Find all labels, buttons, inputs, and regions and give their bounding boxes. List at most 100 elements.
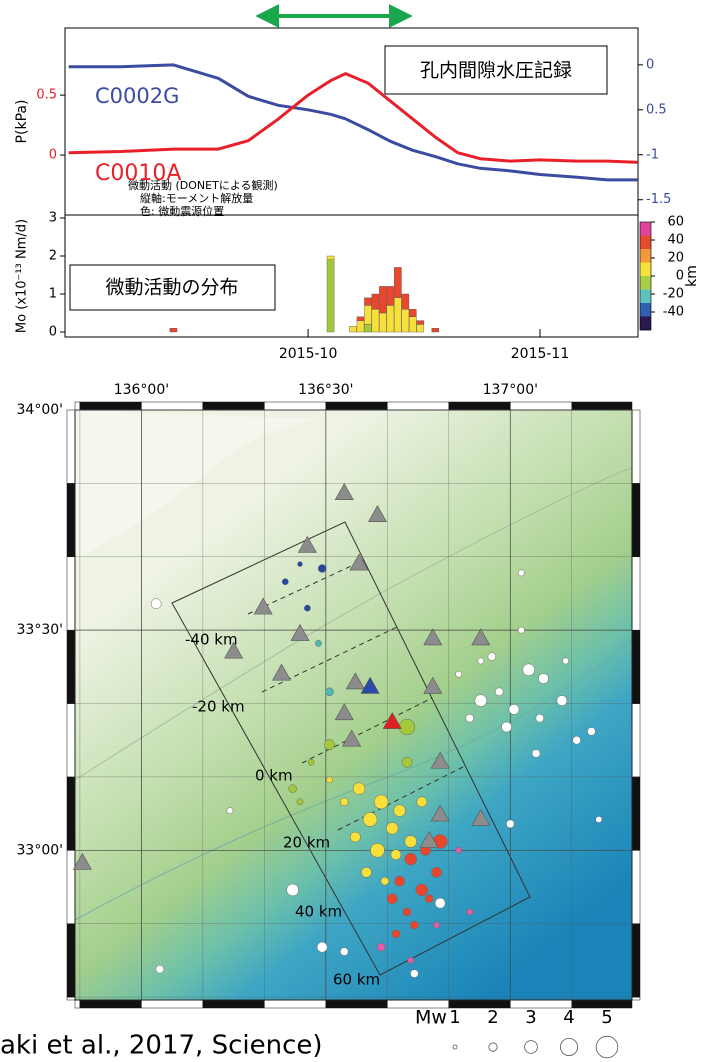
bar-segment: [170, 328, 177, 332]
frame-stripe: [75, 1000, 80, 1008]
event: [506, 820, 514, 828]
frame-stripe: [264, 1000, 325, 1008]
frame-stripe: [67, 777, 75, 850]
x-tick-label: 137°00': [483, 382, 538, 398]
event: [433, 922, 439, 928]
y2-tick-label: 0: [646, 57, 654, 72]
event: [456, 847, 462, 853]
x-tick-label: 136°30': [298, 382, 353, 398]
event: [518, 627, 524, 633]
y-axis-label: P(kPa): [14, 100, 30, 144]
event: [324, 740, 334, 750]
event: [502, 722, 512, 732]
event: [282, 579, 288, 585]
event: [304, 605, 310, 611]
bar-segment: [349, 326, 356, 332]
frame-stripe: [264, 402, 325, 410]
event: [563, 658, 569, 664]
colorbar-cell: [640, 276, 651, 290]
frame-stripe: [632, 410, 640, 483]
event: [340, 948, 348, 956]
event: [395, 876, 405, 886]
event: [435, 898, 445, 908]
series-label: C0002G: [95, 84, 179, 108]
event: [151, 599, 161, 609]
event: [381, 877, 389, 885]
profile-label: 0 km: [255, 767, 293, 785]
colorbar-tick-label: 60: [667, 215, 684, 230]
event: [392, 930, 400, 938]
y-tick-label: 1: [49, 287, 57, 302]
size-legend-label: 5: [601, 1007, 612, 1028]
y2-tick-label: -1.5: [646, 192, 671, 207]
event: [403, 908, 411, 916]
size-legend-mark: [489, 1043, 497, 1051]
event: [156, 965, 164, 973]
profile-label: 40 km: [295, 903, 342, 921]
frame-stripe: [632, 997, 640, 1000]
event: [361, 867, 371, 877]
colorbar-tick-label: -20: [663, 287, 684, 302]
event: [374, 795, 388, 809]
bar-segment: [357, 317, 364, 321]
frame-stripe: [67, 924, 75, 997]
event: [536, 714, 544, 722]
bar-segment: [379, 286, 386, 313]
bar-segment: [379, 313, 386, 332]
event: [557, 696, 567, 706]
event: [538, 674, 548, 684]
profile-label: -20 km: [192, 698, 245, 716]
event: [417, 797, 427, 807]
frame-stripe: [67, 557, 75, 630]
profile-label: 60 km: [333, 971, 380, 989]
y-tick-label: 0.5: [36, 88, 57, 103]
frame-stripe: [510, 402, 571, 410]
event: [394, 805, 406, 817]
event: [287, 884, 299, 896]
colorbar-tick-label: 40: [667, 233, 684, 248]
series-label: C0010A: [95, 161, 181, 186]
figure: -40 km -20 km 0 km 20 km 40 km 60 km 孔内間…: [0, 0, 701, 1062]
frame-stripe: [67, 704, 75, 777]
event: [363, 812, 377, 826]
bar-segment: [432, 328, 439, 332]
event: [573, 736, 581, 744]
x-tick-label: 136°00': [114, 382, 169, 398]
event: [353, 783, 365, 795]
bar-segment: [409, 309, 416, 317]
event: [431, 867, 441, 877]
profile-label: 20 km: [283, 834, 330, 852]
size-legend-mark: [560, 1038, 577, 1055]
event: [317, 942, 327, 952]
event: [518, 570, 524, 576]
event: [408, 957, 414, 963]
frame-stripe: [75, 402, 80, 410]
event: [532, 749, 540, 757]
frame-stripe: [67, 997, 75, 1000]
frame-stripe: [632, 630, 640, 703]
frame-stripe: [632, 557, 640, 630]
frame-stripe: [632, 483, 640, 556]
y2-tick-label: 0.5: [646, 102, 667, 117]
frame-stripe: [80, 1000, 141, 1008]
y-tick-label: 0: [49, 148, 57, 163]
event: [456, 671, 462, 677]
event: [410, 970, 418, 978]
y-tick-label: 33°30': [17, 622, 63, 638]
frame-stripe: [203, 1000, 264, 1008]
event: [298, 562, 303, 567]
x-tick-label: 2015-11: [511, 346, 570, 362]
bar-segment: [372, 309, 379, 332]
note: 色: 微動震源位置: [140, 204, 224, 218]
frame-stripe: [141, 1000, 202, 1008]
y-tick-label: 2: [49, 249, 57, 264]
event: [340, 798, 348, 806]
frame-stripe: [387, 402, 448, 410]
event: [326, 688, 334, 696]
size-legend-mark: [596, 1036, 618, 1058]
frame-stripe: [326, 402, 387, 410]
bar-segment: [364, 298, 371, 306]
event: [387, 894, 397, 904]
y-axis-label: Mo (x10⁻¹³ Nm/d): [15, 219, 30, 333]
colorbar-cell: [640, 249, 651, 263]
